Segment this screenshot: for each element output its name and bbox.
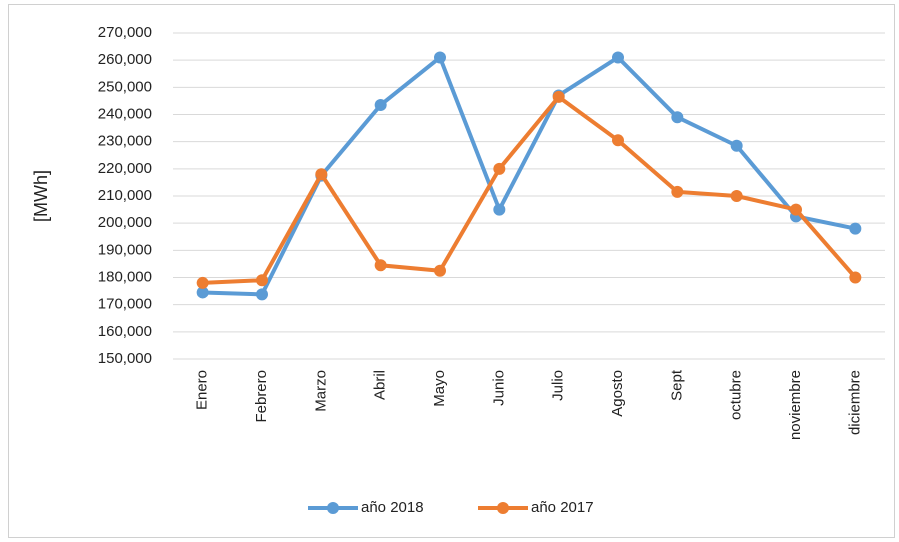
- series-line: [202, 94, 857, 285]
- legend-marker: [327, 502, 339, 514]
- data-point: [374, 98, 387, 111]
- data-point: [790, 203, 802, 216]
- y-tick-label: 230,000: [98, 133, 152, 150]
- x-tick-label: Junio: [490, 370, 507, 406]
- data-point: [612, 51, 624, 64]
- data-point: [671, 111, 684, 124]
- y-tick-label: 150,000: [98, 350, 152, 367]
- data-point: [671, 185, 684, 198]
- data-point: [196, 286, 209, 299]
- x-tick-label: octubre: [728, 370, 745, 420]
- data-point: [730, 139, 743, 152]
- data-point: [434, 51, 446, 64]
- data-point: [849, 271, 862, 284]
- data-point: [493, 203, 506, 216]
- data-point: [552, 90, 565, 103]
- data-point: [493, 162, 506, 175]
- y-tick-label: 210,000: [98, 187, 152, 204]
- data-point: [196, 276, 209, 289]
- y-tick-label: 190,000: [98, 241, 152, 258]
- data-point: [849, 222, 862, 235]
- x-tick-label: Mayo: [431, 370, 448, 407]
- x-tick-label: Enero: [194, 370, 211, 410]
- x-tick-label: Agosto: [609, 370, 626, 417]
- data-point: [374, 259, 387, 272]
- y-tick-label: 200,000: [98, 214, 152, 231]
- data-point: [730, 190, 743, 202]
- x-tick-label: noviembre: [787, 370, 804, 440]
- y-tick-label: 260,000: [98, 51, 152, 68]
- y-tick-label: 240,000: [98, 105, 152, 122]
- chart-frame: [8, 4, 895, 538]
- x-tick-label: Febrero: [253, 370, 270, 423]
- y-tick-label: 220,000: [98, 160, 152, 177]
- data-point: [256, 288, 268, 301]
- x-tick-label: Sept: [668, 369, 685, 401]
- legend-marker: [497, 502, 509, 514]
- y-tick-label: 170,000: [98, 296, 152, 313]
- y-tick-label: 250,000: [98, 78, 152, 95]
- y-axis-label: [MWh]: [31, 170, 51, 222]
- y-tick-label: 180,000: [98, 268, 152, 285]
- x-tick-label: diciembre: [846, 370, 863, 435]
- x-tick-label: Julio: [550, 370, 567, 401]
- x-tick-label: Marzo: [312, 370, 329, 412]
- data-point: [434, 264, 446, 277]
- x-tick-label: Abril: [372, 370, 389, 400]
- legend-label: año 2018: [361, 499, 424, 516]
- legend-label: año 2017: [531, 499, 594, 516]
- data-point: [612, 134, 624, 147]
- data-point: [256, 274, 268, 287]
- data-point: [315, 168, 328, 181]
- y-tick-label: 160,000: [98, 323, 152, 340]
- y-tick-label: 270,000: [98, 24, 152, 41]
